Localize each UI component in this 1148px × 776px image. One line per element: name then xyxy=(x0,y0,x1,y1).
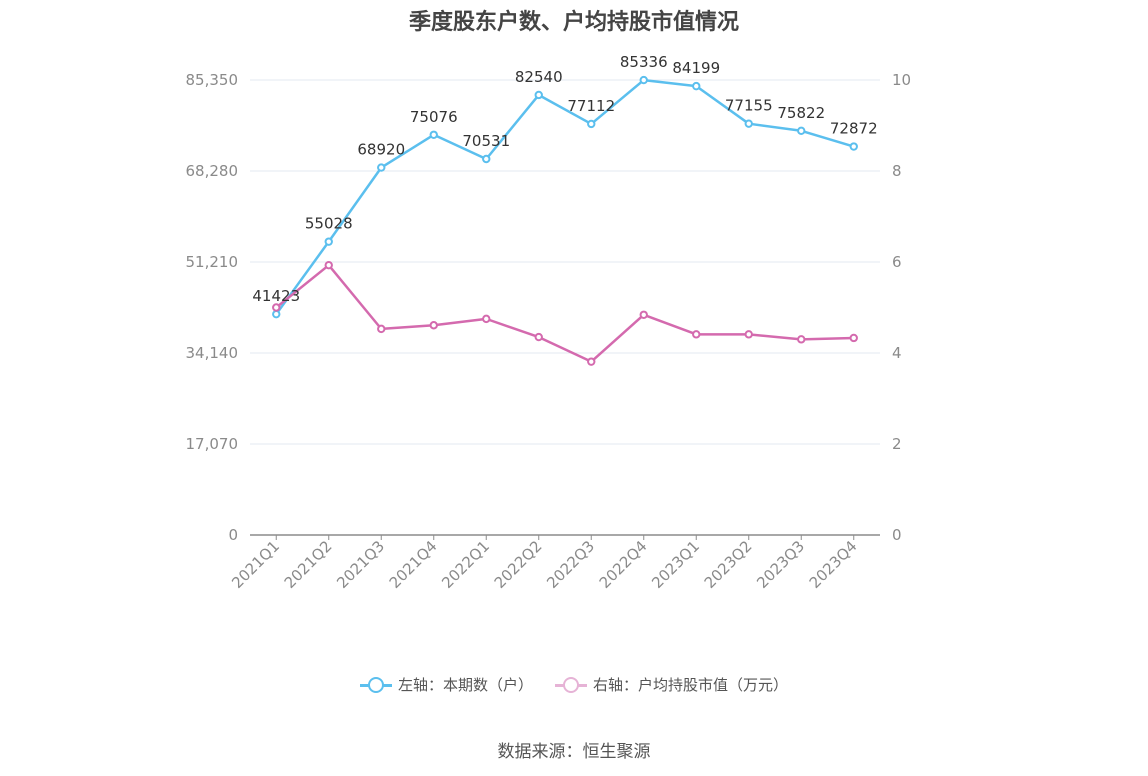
left-axis-tick-label: 51,210 xyxy=(186,253,239,271)
data-label: 84199 xyxy=(672,59,720,77)
data-label: 75076 xyxy=(410,108,458,126)
data-label: 75822 xyxy=(777,104,825,122)
right-axis-tick-label: 8 xyxy=(892,162,902,180)
left-axis-tick-label: 0 xyxy=(228,526,238,544)
series-1-point xyxy=(639,310,648,319)
series-1-point xyxy=(797,335,806,344)
series-1-point xyxy=(324,260,333,270)
x-axis-tick-label: 2023Q1 xyxy=(648,537,703,592)
series-0-point xyxy=(587,119,596,129)
legend-left-series-label: 左轴：本期数（户） xyxy=(397,676,533,694)
series-0-point xyxy=(639,75,648,85)
x-axis-tick-label: 2023Q4 xyxy=(806,537,861,592)
series-1-point xyxy=(429,321,438,330)
x-axis-tick-label: 2022Q2 xyxy=(491,537,546,592)
series-1-point xyxy=(849,333,858,343)
series-0-point xyxy=(377,163,386,172)
series-layer xyxy=(272,75,858,366)
series-1-point xyxy=(534,332,543,342)
series-1-point xyxy=(744,330,753,339)
x-axis-tick-label: 2022Q4 xyxy=(596,537,651,592)
legend-right-series-marker-icon xyxy=(555,675,587,695)
data-label: 55028 xyxy=(305,215,353,233)
left-axis-tick-label: 68,280 xyxy=(186,162,239,180)
left-axis-tick-label: 85,350 xyxy=(186,71,239,89)
source-note: 数据来源：恒生聚源 xyxy=(497,742,651,762)
x-axis-tick-label: 2021Q3 xyxy=(333,537,388,592)
data-label: 68920 xyxy=(357,141,405,159)
right-axis-tick-label: 4 xyxy=(892,344,902,362)
legend: 左轴：本期数（户） 右轴：户均持股市值（万元） xyxy=(0,674,1148,695)
data-label: 72872 xyxy=(830,120,878,138)
right-axis-tick-label: 6 xyxy=(892,253,902,271)
series-1-point xyxy=(482,314,491,324)
series-0-point xyxy=(482,154,491,164)
right-axis-tick-label: 2 xyxy=(892,435,902,453)
x-axis-tick-label: 2021Q1 xyxy=(228,537,283,592)
series-1-point xyxy=(272,303,281,312)
series-0-point xyxy=(849,142,858,151)
series-1-point xyxy=(587,357,596,366)
left-axis-tick-label: 34,140 xyxy=(186,344,239,362)
series-0-line xyxy=(275,78,855,315)
x-axis-tick-label: 2021Q4 xyxy=(386,537,441,592)
data-label: 85336 xyxy=(620,53,668,71)
axis-layer: 0 0 17,070 2 34,140 4 51,210 6 68,280 8 85,350 10 20… xyxy=(186,71,912,592)
grid-layer xyxy=(250,79,880,445)
series-1-line xyxy=(275,263,854,363)
data-label: 70531 xyxy=(462,132,510,150)
series-0-point xyxy=(272,309,281,319)
left-axis-tick-label: 17,070 xyxy=(186,435,239,453)
series-0-point xyxy=(429,130,438,139)
right-axis-tick-label: 0 xyxy=(892,526,902,544)
series-1-point xyxy=(377,324,386,334)
chart-title: 季度股东户数、户均持股市值情况 xyxy=(408,10,739,35)
x-axis-tick-label: 2021Q2 xyxy=(281,537,336,592)
x-axis-tick-label: 2022Q3 xyxy=(543,537,598,592)
x-axis-tick-label: 2023Q2 xyxy=(701,537,756,592)
legend-right-series-label: 右轴：户均持股市值（万元） xyxy=(593,676,789,694)
series-0-point xyxy=(324,237,333,246)
series-1-point xyxy=(692,330,701,339)
x-axis-tick-label: 2022Q1 xyxy=(438,537,493,592)
right-axis-tick-label: 10 xyxy=(892,71,911,89)
series-0-point xyxy=(797,126,806,135)
data-label: 77155 xyxy=(725,97,773,115)
legend-item-left-series[interactable]: 左轴：本期数（户） xyxy=(359,674,533,695)
series-0-point xyxy=(744,119,753,128)
data-label: 41423 xyxy=(252,287,300,305)
series-0-point xyxy=(692,81,701,91)
x-axis-tick-label: 2023Q3 xyxy=(753,537,808,592)
data-label: 77112 xyxy=(567,97,615,115)
series-0-point xyxy=(534,90,543,100)
data-label: 82540 xyxy=(515,68,563,86)
legend-item-right-series[interactable]: 右轴：户均持股市值（万元） xyxy=(555,674,788,695)
legend-left-series-marker-icon xyxy=(359,675,392,695)
